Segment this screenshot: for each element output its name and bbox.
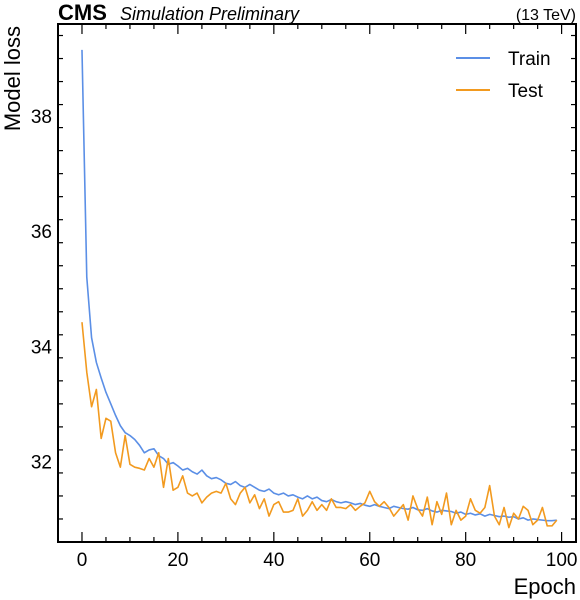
x-tick-label: 0 [77,550,88,571]
series-lines [81,49,558,529]
experiment-label: CMS [58,0,107,25]
legend-label-train: Train [508,49,551,70]
x-tick-label: 100 [546,550,578,571]
status-label: Simulation Preliminary [120,4,300,24]
y-tick-label: 34 [31,337,53,358]
chart-header: CMS Simulation Preliminary (13 TeV) [58,0,576,25]
energy-label: (13 TeV) [516,7,576,24]
y-tick-label: 38 [31,107,52,128]
y-tick-label: 32 [31,452,52,473]
legend-label-test: Test [508,81,544,102]
series-line-test [81,322,558,529]
y-tick-label: 36 [31,222,52,243]
axis-ticks [58,24,576,542]
x-tick-label: 80 [455,550,476,571]
x-tick-label: 60 [359,550,380,571]
x-tick-label: 20 [167,550,188,571]
plot-frame [57,23,577,543]
x-tick-label: 40 [263,550,284,571]
y-axis-title: Model loss [0,26,25,131]
axis-tick-labels: 0 20 40 60 80 100 32 34 36 38 [31,107,578,571]
x-axis-title: Epoch [514,574,576,599]
series-line-train [81,49,557,522]
legend: Train Test [456,49,551,102]
